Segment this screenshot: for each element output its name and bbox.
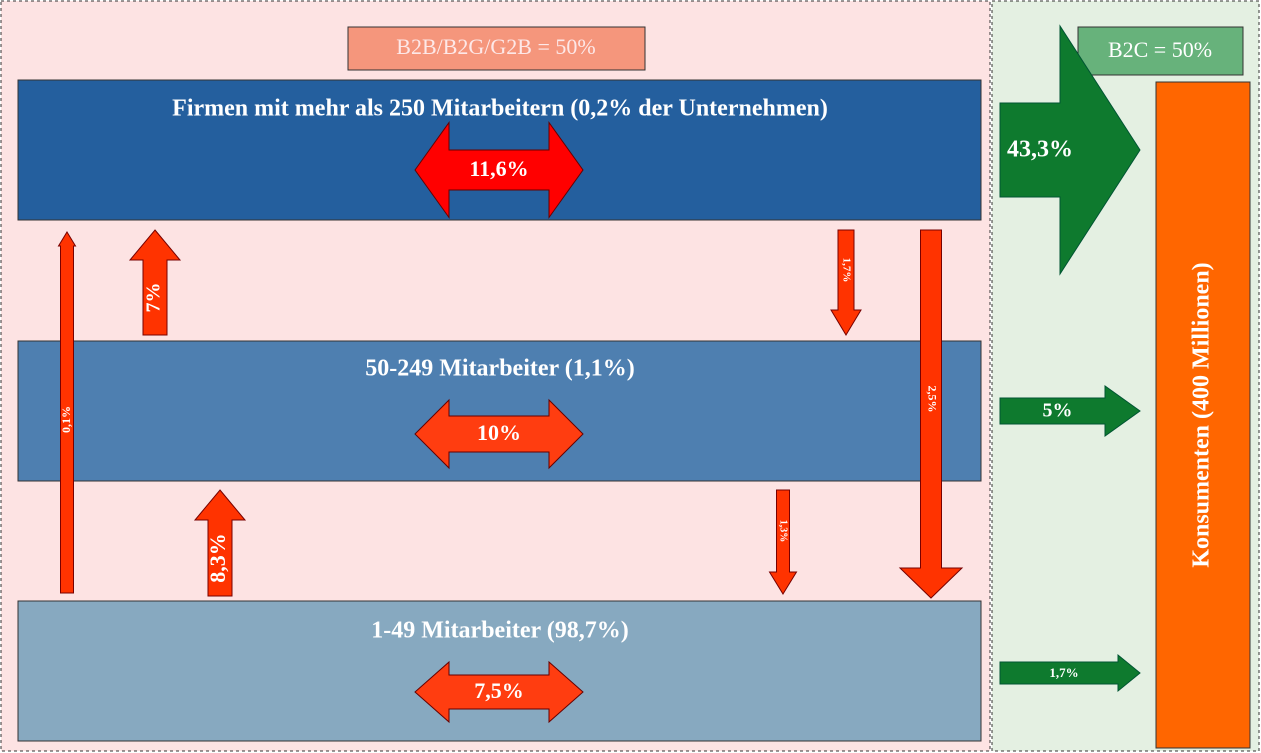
internal-flow-label: 10% (477, 420, 521, 445)
internal-flow-label: 7,5% (474, 678, 524, 703)
b2b-label-box (347, 26, 646, 71)
double-arrow (414, 398, 584, 470)
flow-label: 0,1% (59, 406, 73, 433)
flow-label: 7% (143, 283, 165, 313)
flow-arrow (898, 229, 964, 599)
tier-box (17, 600, 982, 742)
consumer-flow-label: 43,3% (1007, 137, 1073, 163)
flow-label: 1,7% (840, 258, 852, 283)
b2c-label-box (1077, 26, 1244, 76)
consumer-flow-label: 5% (1043, 400, 1073, 422)
tier-box (17, 340, 982, 482)
tier-title: 50-249 Mitarbeiter (1,1%) (365, 356, 634, 382)
tier-title: 1-49 Mitarbeiter (98,7%) (371, 618, 628, 644)
flow-arrow (830, 229, 862, 336)
b2c-label: B2C = 50% (1108, 37, 1212, 62)
flow-arrow (193, 489, 247, 597)
flow-arrow (768, 489, 798, 595)
flow-label: 8,3% (205, 533, 230, 583)
flow-arrow (57, 231, 77, 594)
flow-label: 1,3% (778, 520, 789, 543)
consumer-label: Konsumenten (400 Millionen) (1189, 262, 1215, 567)
consumer-arrow (999, 653, 1141, 693)
consumer-arrow (999, 24, 1141, 276)
double-arrow (414, 120, 584, 220)
b2b-label: B2B/B2G/G2B = 50% (396, 34, 595, 59)
internal-flow-label: 11,6% (469, 156, 528, 181)
consumer-flow-label: 1,7% (1049, 665, 1078, 680)
double-arrow (414, 660, 584, 724)
flow-arrow (128, 229, 182, 336)
flow-label: 2,5% (925, 386, 939, 413)
tier-title: Firmen mit mehr als 250 Mitarbeitern (0,… (172, 96, 828, 122)
consumer-box (1155, 81, 1251, 749)
consumer-arrow (999, 385, 1141, 437)
